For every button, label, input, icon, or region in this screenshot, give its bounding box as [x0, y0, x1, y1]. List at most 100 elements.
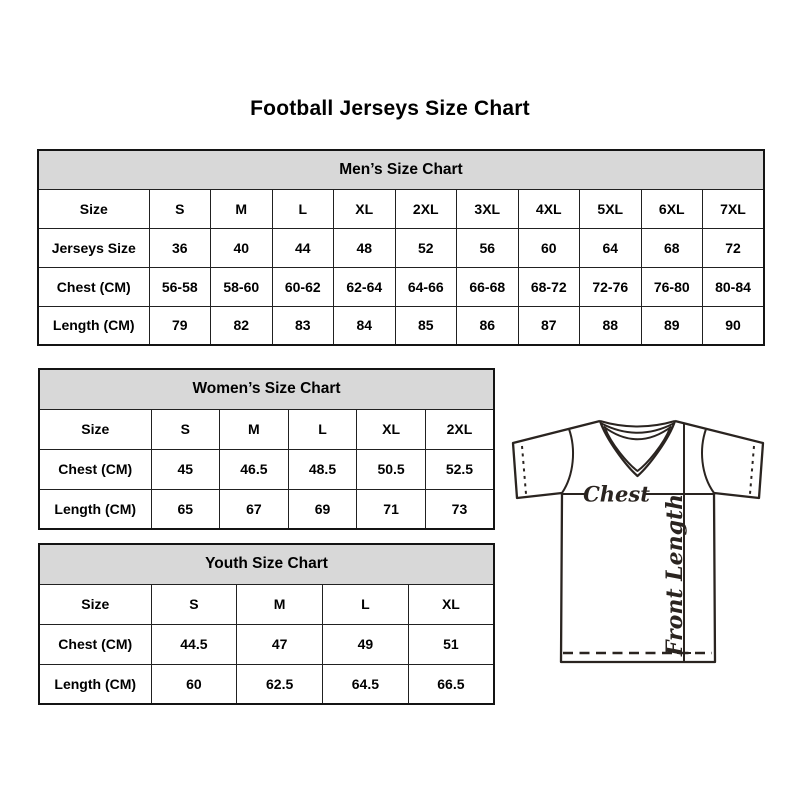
row-label: Length (CM) — [37, 305, 150, 346]
size-cell: 62.5 — [236, 663, 323, 705]
size-cell: 45 — [150, 448, 221, 490]
size-cell: 67 — [219, 488, 289, 530]
size-cell: 88 — [579, 305, 642, 346]
size-cell: 69 — [287, 488, 358, 530]
size-cell: XL — [407, 583, 495, 625]
collar-back-arc-top — [599, 420, 676, 428]
youth-size-table: Youth Size Chart Size S M L XL Chest (CM) 44.5 4… — [38, 543, 496, 705]
size-cell: S — [150, 583, 238, 625]
size-cell: 5XL — [579, 188, 642, 229]
row-label: Chest (CM) — [37, 266, 150, 307]
table-row: Size S M L XL — [38, 583, 495, 625]
size-cell: 82 — [210, 305, 273, 346]
size-cell: M — [210, 188, 273, 229]
size-cell: 44.5 — [150, 623, 238, 665]
size-cell: 2XL — [424, 408, 495, 450]
size-cell: 48.5 — [287, 448, 358, 490]
size-cell: 64.5 — [322, 663, 409, 705]
row-label: Size — [38, 408, 152, 450]
size-cell: 36 — [148, 227, 211, 268]
size-cell: 87 — [517, 305, 580, 346]
size-cell: 89 — [640, 305, 703, 346]
size-cell: 60-62 — [271, 266, 334, 307]
size-cell: 76-80 — [640, 266, 703, 307]
size-cell: 2XL — [394, 188, 457, 229]
row-label: Chest (CM) — [38, 623, 152, 665]
size-cell: 64-66 — [394, 266, 457, 307]
size-cell: L — [271, 188, 334, 229]
men-table-title: Men’s Size Chart — [37, 149, 765, 190]
left-armhole-seam — [561, 428, 574, 494]
row-label: Jerseys Size — [37, 227, 150, 268]
collar-back-arc-mid — [601, 422, 674, 434]
size-cell: 84 — [333, 305, 396, 346]
table-row: Size S M L XL 2XL — [38, 408, 495, 450]
right-cuff-dotted-line — [749, 445, 755, 495]
size-cell: L — [322, 583, 409, 625]
size-cell: 60 — [517, 227, 580, 268]
size-cell: XL — [333, 188, 396, 229]
table-row: Size S M L XL 2XL 3XL 4XL 5XL 6XL 7XL — [37, 188, 765, 229]
size-cell: 51 — [407, 623, 495, 665]
mens-size-table: Men’s Size Chart Size S M L XL 2XL 3XL 4XL 5XL 6XL… — [37, 149, 765, 346]
size-cell: 79 — [148, 305, 211, 346]
size-cell: 60 — [150, 663, 238, 705]
jersey-outline-shape — [511, 419, 765, 664]
size-cell: 52.5 — [424, 448, 495, 490]
size-cell: 58-60 — [210, 266, 273, 307]
table-row: Chest (CM) 44.5 47 49 51 — [38, 623, 495, 665]
table-row: Chest (CM) 45 46.5 48.5 50.5 52.5 — [38, 448, 495, 490]
table-title-row: Youth Size Chart — [38, 543, 495, 585]
table-title-row: Men’s Size Chart — [37, 149, 765, 190]
size-cell: 62-64 — [333, 266, 396, 307]
size-cell: 66-68 — [456, 266, 519, 307]
size-cell: 48 — [333, 227, 396, 268]
size-cell: 73 — [424, 488, 495, 530]
size-cell: 83 — [271, 305, 334, 346]
size-cell: 6XL — [640, 188, 703, 229]
size-cell: 68 — [640, 227, 703, 268]
row-label: Size — [37, 188, 150, 229]
women-table-title: Women’s Size Chart — [38, 368, 495, 410]
size-cell: M — [236, 583, 323, 625]
womens-size-table: Women’s Size Chart Size S M L XL 2XL Chest (CM)… — [38, 368, 496, 530]
size-cell: 47 — [236, 623, 323, 665]
chest-label: Chest — [583, 482, 650, 507]
size-cell: 56 — [456, 227, 519, 268]
size-cell: 40 — [210, 227, 273, 268]
size-cell: 46.5 — [219, 448, 289, 490]
jersey-measurement-diagram: Chest Front Length — [505, 415, 775, 675]
collar-back-arc-inner — [602, 425, 673, 441]
youth-table-title: Youth Size Chart — [38, 543, 495, 585]
size-cell: 65 — [150, 488, 221, 530]
size-cell: 72 — [702, 227, 765, 268]
size-cell: 72-76 — [579, 266, 642, 307]
table-row: Chest (CM) 56-58 58-60 60-62 62-64 64-66 66-68… — [37, 266, 765, 307]
table-row: Length (CM) 65 67 69 71 73 — [38, 488, 495, 530]
size-cell: 3XL — [456, 188, 519, 229]
size-cell: 52 — [394, 227, 457, 268]
size-cell: 71 — [356, 488, 426, 530]
size-cell: L — [287, 408, 358, 450]
table-row: Jerseys Size 36 40 44 48 52 56 60 64 68 72 — [37, 227, 765, 268]
vneck-outer-line — [598, 420, 677, 478]
vneck-trim-line — [604, 427, 671, 472]
row-label: Length (CM) — [38, 488, 152, 530]
table-row: Length (CM) 79 82 83 84 85 86 87 88 89 90 — [37, 305, 765, 346]
size-cell: XL — [356, 408, 426, 450]
front-length-label: Front Length — [662, 494, 688, 657]
right-armhole-seam — [701, 428, 715, 494]
size-cell: 68-72 — [517, 266, 580, 307]
size-cell: 66.5 — [407, 663, 495, 705]
size-cell: 4XL — [517, 188, 580, 229]
size-cell: 86 — [456, 305, 519, 346]
size-cell: 85 — [394, 305, 457, 346]
row-label: Length (CM) — [38, 663, 152, 705]
row-label: Size — [38, 583, 152, 625]
row-label: Chest (CM) — [38, 448, 152, 490]
size-cell: 50.5 — [356, 448, 426, 490]
table-row: Length (CM) 60 62.5 64.5 66.5 — [38, 663, 495, 705]
size-cell: S — [150, 408, 221, 450]
size-cell: S — [148, 188, 211, 229]
